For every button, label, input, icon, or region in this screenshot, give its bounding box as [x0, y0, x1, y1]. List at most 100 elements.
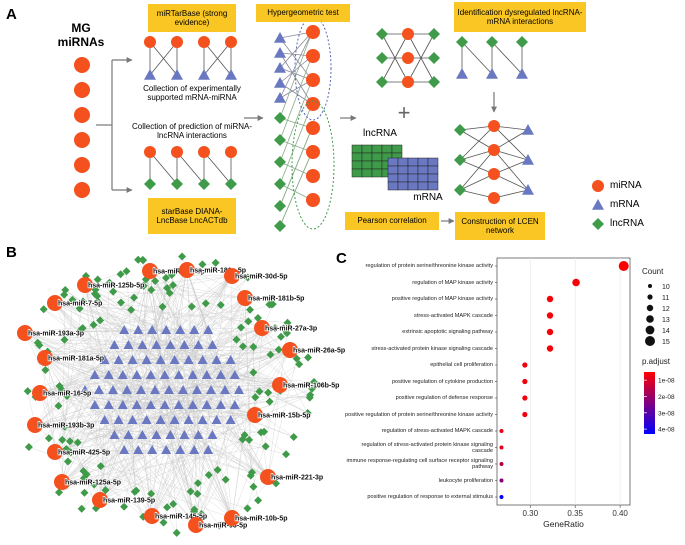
lncrna-node	[171, 178, 183, 190]
lncrna-node	[163, 284, 172, 293]
lncrna-node	[163, 503, 172, 512]
edge	[61, 481, 135, 492]
lncrna-node	[244, 317, 253, 326]
mirna-node	[237, 290, 253, 306]
matrix-cell	[407, 157, 419, 167]
mrna-node	[164, 385, 174, 394]
color-bar	[644, 372, 655, 434]
mrna-node	[133, 325, 144, 334]
edge	[24, 332, 151, 376]
lncrna-node	[89, 320, 98, 329]
edge	[170, 344, 269, 478]
lncrna-node	[105, 278, 114, 287]
y-category-label: stress-activated protein kinase signalin…	[371, 345, 493, 352]
edge	[493, 173, 529, 191]
edge	[146, 419, 191, 492]
edge	[493, 159, 529, 175]
edge	[279, 103, 313, 185]
edge	[131, 309, 212, 391]
mirna-node	[74, 132, 90, 148]
panel-label: A	[6, 6, 17, 23]
mrna-node	[175, 325, 186, 334]
matrix-cell	[427, 157, 439, 167]
edge	[195, 372, 254, 526]
lncrna-node	[73, 438, 82, 447]
y-category-label: positive regulation of response to exter…	[367, 493, 493, 500]
lncrna-node	[158, 302, 167, 311]
lncrna-node	[60, 335, 69, 344]
lncrna-node	[122, 267, 131, 276]
mirna-node	[74, 57, 90, 73]
edge	[97, 301, 142, 391]
dot	[499, 462, 504, 466]
edge	[39, 327, 242, 394]
mrna-node	[193, 430, 204, 439]
edge	[84, 389, 197, 526]
edge	[113, 291, 246, 299]
edge	[104, 327, 276, 421]
matrix-cell	[387, 173, 399, 183]
dot	[546, 328, 554, 336]
lncrna-node	[254, 496, 263, 505]
lncrna-node	[253, 314, 262, 323]
edge	[174, 359, 269, 478]
mrna-node	[94, 385, 104, 394]
lncrna-node	[251, 393, 260, 402]
edge	[59, 385, 129, 436]
mrna-node	[89, 370, 100, 379]
lncrna-node	[167, 270, 176, 279]
mrna-node	[99, 355, 110, 364]
lncrna-node	[243, 273, 252, 282]
edge	[124, 329, 198, 494]
mirna-node	[144, 36, 156, 48]
lncrna-node	[283, 318, 292, 327]
dot	[522, 378, 528, 385]
edge	[155, 280, 189, 421]
edge	[114, 434, 197, 526]
edge	[114, 344, 233, 519]
edge	[170, 267, 186, 436]
legend-label: lncRNA	[610, 218, 644, 229]
lncrna-node	[456, 36, 468, 48]
mrna-node	[131, 400, 142, 409]
edge	[123, 374, 151, 507]
edge	[459, 159, 495, 175]
mrna-node	[225, 415, 236, 424]
mrna-node	[225, 69, 237, 80]
edge	[279, 31, 313, 69]
dot	[618, 261, 629, 271]
mrna-node	[89, 400, 100, 409]
edge	[99, 449, 167, 497]
y-category-label: positive regulation of cytokine producti…	[391, 378, 493, 385]
size-legend-key	[647, 294, 653, 300]
color-legend-title: p.adjust	[642, 357, 671, 366]
edge	[149, 151, 178, 185]
lncrna-node	[249, 482, 258, 491]
edge	[128, 344, 281, 386]
edge	[202, 359, 308, 414]
edge	[279, 151, 313, 227]
mrna-node	[136, 385, 146, 394]
edge	[100, 329, 195, 467]
edge	[54, 302, 167, 331]
matrix-cell	[371, 168, 383, 178]
edge	[138, 329, 308, 414]
mrna-node	[117, 370, 128, 379]
edge	[231, 390, 281, 519]
lncrna-node	[33, 338, 42, 347]
edge	[24, 332, 195, 512]
edge	[99, 359, 231, 501]
lncrna-node	[265, 397, 274, 406]
lncrna-node	[138, 255, 147, 264]
mrna-node	[169, 355, 180, 364]
mrna-node	[145, 370, 156, 379]
edge	[44, 357, 157, 436]
edge	[34, 344, 129, 426]
edge	[143, 285, 153, 517]
mirna-node	[224, 510, 240, 526]
size-legend-title: Count	[642, 267, 664, 276]
lncrna-node	[193, 479, 202, 488]
lncrna-node	[454, 184, 466, 196]
edge	[37, 389, 100, 428]
edge	[136, 404, 174, 505]
